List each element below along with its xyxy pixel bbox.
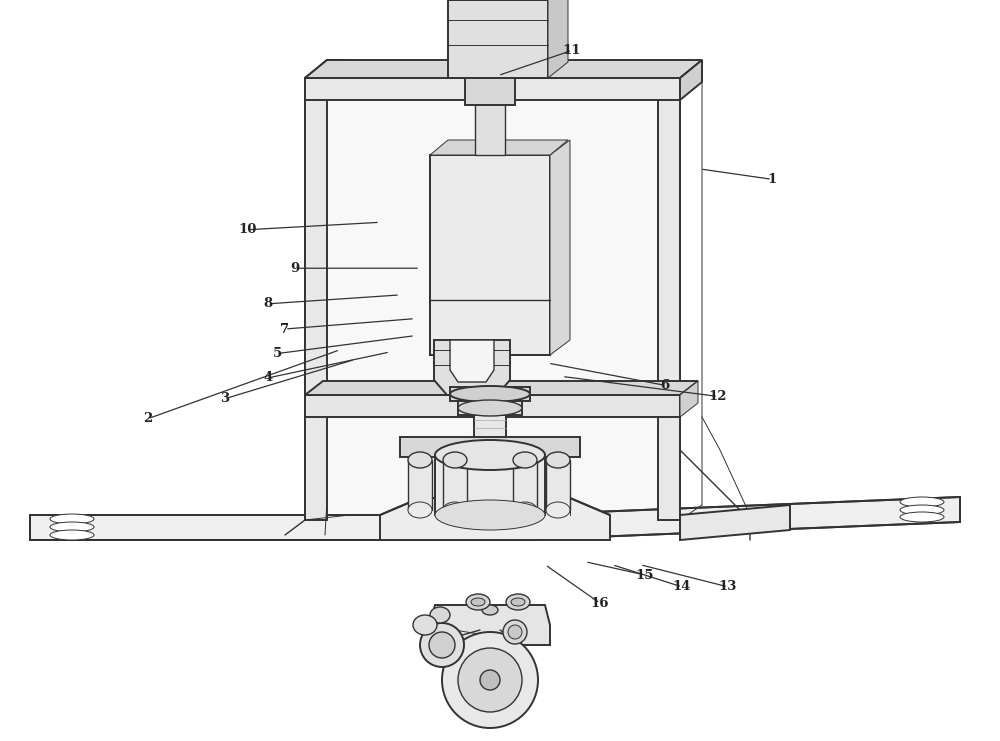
Polygon shape — [434, 340, 510, 395]
Text: 2: 2 — [143, 412, 153, 425]
Ellipse shape — [50, 514, 94, 524]
Ellipse shape — [513, 452, 537, 468]
Text: 8: 8 — [263, 297, 273, 310]
Ellipse shape — [420, 623, 464, 667]
Ellipse shape — [546, 452, 570, 468]
Polygon shape — [550, 140, 570, 355]
Ellipse shape — [408, 502, 432, 518]
Polygon shape — [305, 78, 680, 100]
Text: 7: 7 — [280, 322, 290, 336]
Ellipse shape — [408, 452, 432, 468]
Polygon shape — [430, 155, 550, 355]
Polygon shape — [458, 401, 522, 415]
Polygon shape — [658, 78, 680, 520]
Polygon shape — [448, 0, 548, 78]
Ellipse shape — [546, 502, 570, 518]
Text: 4: 4 — [263, 371, 273, 385]
Text: 14: 14 — [673, 580, 691, 594]
Ellipse shape — [480, 670, 500, 690]
Ellipse shape — [900, 512, 944, 522]
Ellipse shape — [435, 500, 545, 530]
Ellipse shape — [900, 497, 944, 507]
Text: 10: 10 — [239, 223, 257, 236]
Ellipse shape — [50, 522, 94, 532]
Ellipse shape — [508, 625, 522, 639]
Ellipse shape — [511, 598, 525, 606]
Ellipse shape — [466, 594, 490, 610]
Polygon shape — [680, 60, 702, 100]
Ellipse shape — [429, 632, 455, 658]
Ellipse shape — [503, 620, 527, 644]
Ellipse shape — [443, 452, 467, 468]
Polygon shape — [680, 381, 698, 417]
Polygon shape — [305, 78, 680, 520]
Ellipse shape — [513, 502, 537, 518]
Polygon shape — [430, 605, 550, 645]
Ellipse shape — [458, 400, 522, 416]
Polygon shape — [465, 73, 515, 105]
Polygon shape — [680, 505, 790, 540]
Ellipse shape — [413, 615, 437, 635]
Ellipse shape — [450, 386, 530, 402]
Ellipse shape — [435, 440, 545, 470]
Polygon shape — [475, 100, 505, 155]
Ellipse shape — [442, 632, 538, 728]
Polygon shape — [474, 415, 506, 455]
Polygon shape — [305, 60, 702, 78]
Ellipse shape — [458, 648, 522, 712]
Text: 1: 1 — [767, 173, 777, 186]
Polygon shape — [450, 340, 494, 382]
Text: 3: 3 — [220, 392, 230, 405]
Text: 11: 11 — [563, 44, 581, 57]
Ellipse shape — [471, 598, 485, 606]
Ellipse shape — [430, 607, 450, 623]
Ellipse shape — [50, 530, 94, 540]
Text: 12: 12 — [709, 390, 727, 403]
Polygon shape — [548, 0, 568, 78]
Ellipse shape — [900, 505, 944, 515]
Text: 15: 15 — [636, 568, 654, 582]
Polygon shape — [435, 455, 545, 515]
Text: 13: 13 — [719, 580, 737, 594]
Polygon shape — [430, 140, 568, 155]
Text: 16: 16 — [591, 597, 609, 610]
Text: 6: 6 — [660, 379, 670, 392]
Text: 9: 9 — [290, 262, 300, 275]
Polygon shape — [443, 460, 467, 510]
Polygon shape — [305, 395, 680, 417]
Polygon shape — [30, 497, 960, 540]
Polygon shape — [305, 78, 327, 520]
Polygon shape — [400, 437, 580, 457]
Text: 5: 5 — [273, 347, 283, 360]
Polygon shape — [305, 381, 698, 395]
Polygon shape — [513, 460, 537, 510]
Polygon shape — [408, 460, 432, 510]
Polygon shape — [380, 498, 610, 540]
Ellipse shape — [443, 502, 467, 518]
Ellipse shape — [482, 605, 498, 615]
Polygon shape — [450, 387, 530, 401]
Polygon shape — [305, 60, 349, 78]
Polygon shape — [546, 460, 570, 510]
Ellipse shape — [506, 594, 530, 610]
